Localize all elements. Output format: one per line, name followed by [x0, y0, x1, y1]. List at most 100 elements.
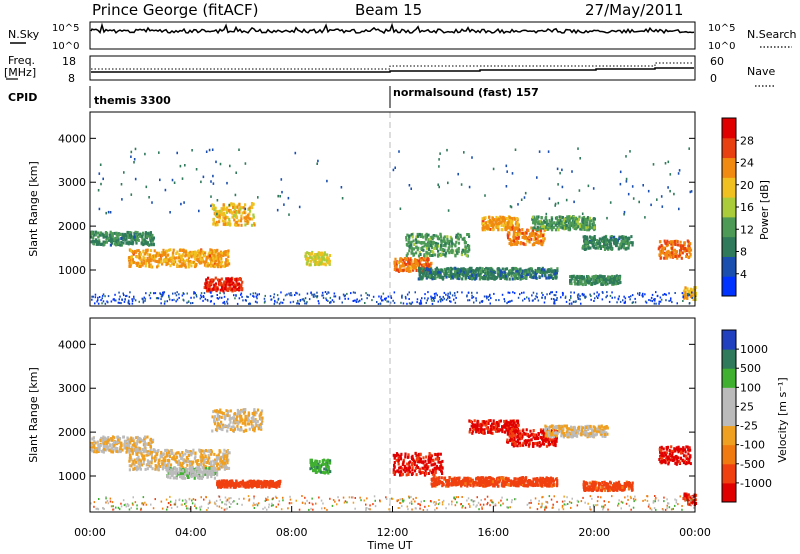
velocity-cell [192, 460, 195, 464]
echo-cell [151, 239, 154, 243]
velocity-cell [228, 451, 231, 455]
clutter-cell [440, 300, 442, 303]
scatter-cell [492, 167, 495, 171]
clutter-cell [433, 297, 435, 300]
echo-cell [412, 264, 415, 268]
clutter-cell [216, 297, 219, 299]
ytick-label: 2000 [58, 220, 86, 233]
echo-cell [675, 239, 678, 243]
clutter-cell [419, 302, 421, 305]
echo-cell [478, 277, 481, 281]
echo-cell [143, 242, 146, 246]
echo-cell [541, 225, 544, 229]
echo-cell [429, 254, 432, 257]
scatter-cell [179, 164, 182, 168]
velocity-cell [200, 461, 203, 465]
echo-cell [439, 268, 442, 272]
clutter-cell [543, 301, 546, 304]
echo-cell [433, 277, 436, 280]
velocity-cell [143, 435, 147, 439]
echo-cell [217, 252, 220, 256]
clutter-cell [200, 296, 203, 299]
clutter-cell [668, 299, 670, 302]
echo-cell [138, 262, 142, 266]
velocity-cell [117, 450, 120, 454]
scatter-cell [619, 182, 622, 186]
clutter-cell [508, 300, 511, 303]
velocity-cell [212, 410, 215, 414]
echo-cell [577, 225, 580, 229]
echo-cell [213, 262, 216, 266]
clutter-cell [290, 292, 292, 294]
echo-cell [542, 221, 545, 225]
echo-cell [447, 270, 450, 274]
echo-cell [149, 239, 153, 243]
clutter-cell [443, 291, 446, 294]
clutter-cell [176, 291, 178, 294]
echo-cell [426, 273, 429, 277]
echo-cell [194, 250, 197, 254]
echo-cell [603, 240, 606, 244]
clutter-cell [435, 292, 437, 295]
echo-cell [205, 286, 208, 290]
echo-cell [685, 255, 688, 258]
echo-cell [141, 234, 144, 238]
echo-cell [251, 203, 254, 206]
echo-cell [690, 288, 693, 291]
scatter-cell [212, 182, 215, 185]
echo-cell [543, 237, 546, 241]
velocity-cell [213, 409, 216, 413]
echo-cell [189, 250, 192, 254]
scatter-cell [536, 176, 538, 179]
echo-cell [431, 246, 434, 249]
echo-cell [537, 220, 540, 224]
velocity-cell [138, 461, 141, 465]
echo-cell [479, 275, 482, 278]
echo-cell [583, 277, 586, 281]
cpid-label: CPID [8, 91, 37, 104]
echo-cell [143, 256, 146, 260]
clutter-cell [392, 299, 394, 302]
echo-cell [592, 279, 596, 283]
velocity-cell [117, 436, 120, 440]
velocity-cell [236, 415, 239, 419]
velocity-cell [129, 456, 132, 460]
echo-cell [309, 255, 312, 259]
echo-cell [186, 253, 189, 257]
echo-cell [221, 219, 224, 223]
echo-cell [408, 237, 411, 241]
clutter-cell [425, 301, 427, 304]
echo-cell [523, 234, 526, 238]
velocity-cell [126, 436, 129, 440]
clutter-cell [97, 302, 100, 305]
echo-cell [430, 236, 433, 240]
clutter-cell [639, 292, 641, 294]
echo-cell [416, 232, 419, 236]
echo-cell [456, 269, 460, 272]
echo-cell [90, 232, 93, 236]
echo-cell [161, 254, 164, 258]
scatter-cell [202, 175, 205, 179]
echo-cell [442, 276, 445, 280]
echo-cell [223, 280, 226, 284]
echo-cell [493, 275, 496, 279]
echo-cell [122, 241, 125, 245]
echo-cell [469, 274, 472, 278]
velocity-cell [248, 427, 251, 431]
echo-cell [565, 220, 568, 224]
echo-cell [487, 267, 490, 271]
velocity-cell [179, 461, 182, 465]
echo-cell [394, 257, 397, 261]
velocity-cell [255, 424, 258, 428]
velocity-cell [142, 450, 145, 454]
echo-cell [309, 252, 312, 256]
echo-cell [233, 223, 237, 227]
echo-cell [446, 237, 449, 241]
velocity-cell [134, 442, 137, 446]
echo-cell [422, 248, 425, 252]
echo-cell [230, 211, 233, 215]
velocity-cell [179, 453, 182, 457]
clutter-cell [162, 292, 165, 295]
clutter-cell [193, 291, 195, 294]
echo-cell [473, 273, 476, 276]
